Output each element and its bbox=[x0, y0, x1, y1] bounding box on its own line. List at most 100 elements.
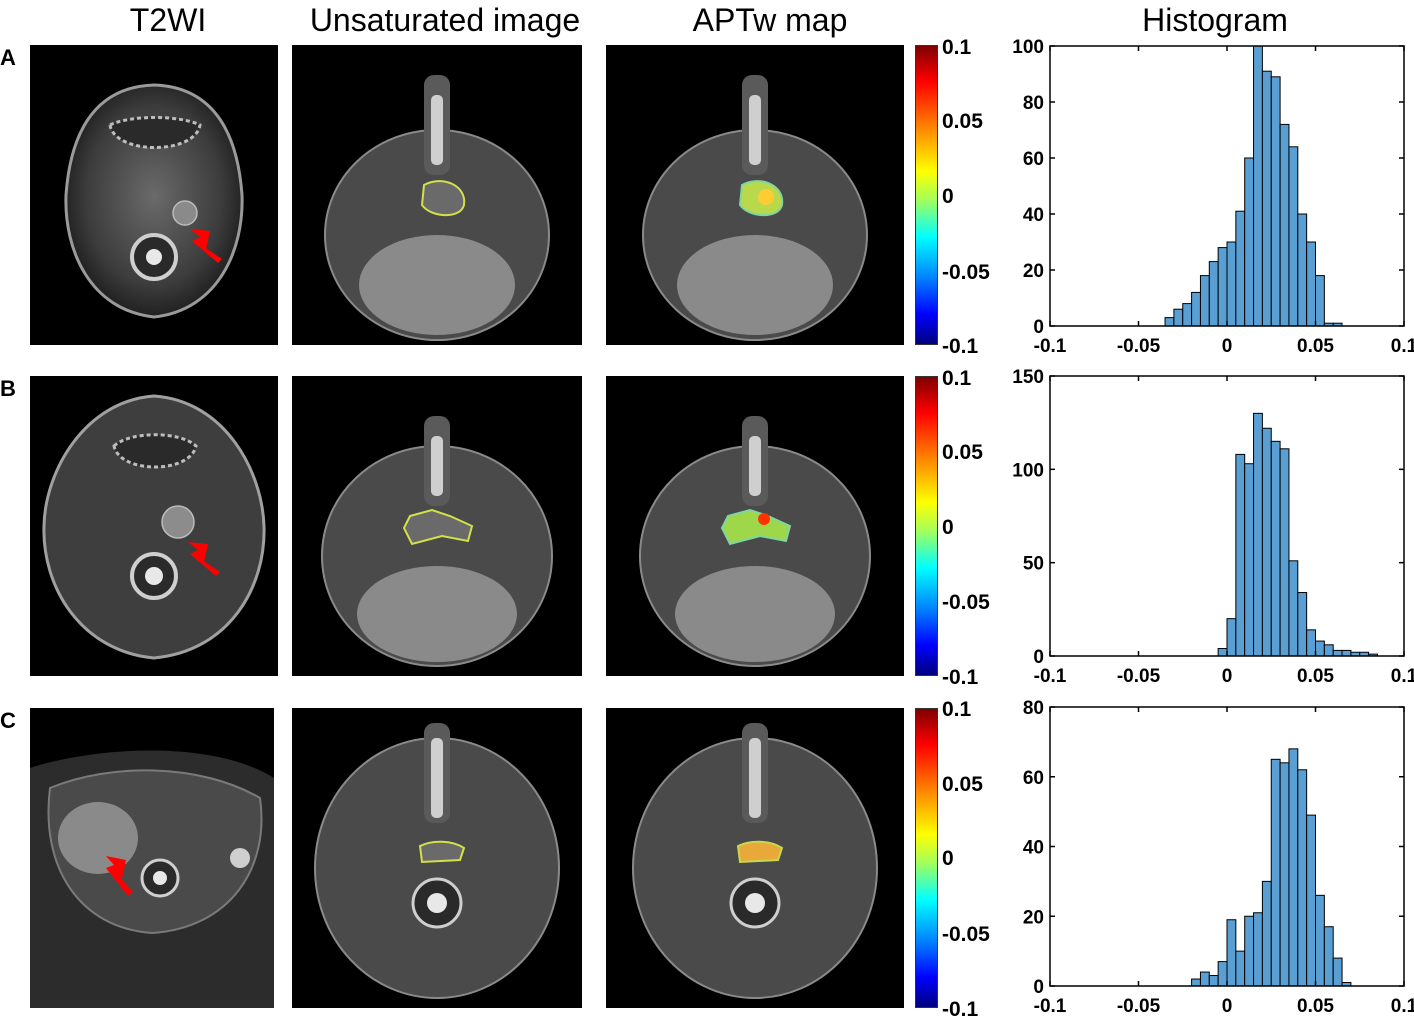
histogram-bar bbox=[1297, 213, 1308, 327]
histogram-bar bbox=[1315, 640, 1325, 657]
y-tick-label: 20 bbox=[1023, 907, 1044, 928]
y-tick-label: 60 bbox=[1023, 149, 1044, 170]
colorbar-c bbox=[915, 708, 938, 1008]
histogram-bar bbox=[1323, 926, 1334, 987]
t2wi-image-c bbox=[30, 708, 274, 1008]
unsaturated-image-b bbox=[292, 376, 582, 676]
x-tick-label: 0.1 bbox=[1391, 336, 1414, 357]
aptw-map-b bbox=[606, 376, 904, 676]
histogram-bar bbox=[1244, 157, 1255, 327]
histogram-bar bbox=[1191, 291, 1201, 327]
t2wi-image-a bbox=[30, 45, 278, 345]
histogram-bar bbox=[1288, 146, 1299, 327]
row-label-c: C bbox=[0, 708, 16, 733]
t2wi-image-b bbox=[30, 376, 278, 676]
y-tick-label: 0 bbox=[1033, 647, 1044, 668]
colorbar-tick: 0.1 bbox=[942, 36, 972, 59]
y-tick-label: 100 bbox=[1012, 460, 1044, 481]
histogram-bar bbox=[1226, 241, 1237, 327]
aptw-map-a bbox=[606, 45, 904, 345]
aptw-map-c bbox=[606, 708, 904, 1008]
histogram-bar bbox=[1306, 814, 1316, 987]
colorbar-tick: 0 bbox=[942, 516, 954, 539]
unsaturated-image-a bbox=[292, 45, 582, 345]
colorbar-tick: 0 bbox=[942, 185, 954, 208]
colorbar-tick: -0.05 bbox=[942, 591, 990, 614]
y-tick-label: 100 bbox=[1012, 37, 1044, 58]
colorbar-tick: -0.1 bbox=[942, 666, 979, 689]
histogram-bar bbox=[1253, 912, 1263, 987]
histogram-bar bbox=[1332, 957, 1343, 987]
histogram-bar bbox=[1270, 76, 1281, 327]
x-tick-label: 0.05 bbox=[1297, 336, 1334, 357]
column-title-aptw: APTw map bbox=[692, 2, 848, 38]
red-arrow-icon bbox=[188, 542, 220, 576]
y-tick-label: 50 bbox=[1023, 554, 1044, 575]
histogram-bar bbox=[1235, 453, 1246, 657]
histogram-bar bbox=[1253, 412, 1263, 657]
histogram-bar bbox=[1261, 880, 1272, 987]
y-tick-label: 40 bbox=[1023, 838, 1044, 859]
column-title-histogram: Histogram bbox=[1142, 2, 1288, 38]
colorbar-b bbox=[915, 376, 938, 676]
colorbar-tick: -0.1 bbox=[942, 335, 979, 358]
x-tick-label: 0 bbox=[1222, 666, 1233, 687]
histogram-bar bbox=[1191, 978, 1201, 987]
histogram-bar bbox=[1217, 648, 1228, 657]
histogram-bar bbox=[1297, 592, 1308, 657]
histogram-bar bbox=[1199, 275, 1210, 327]
histogram-bar bbox=[1217, 247, 1228, 327]
column-title-t2wi: T2WI bbox=[129, 2, 207, 38]
histogram-bar bbox=[1217, 961, 1228, 987]
column-title-unsaturated: Unsaturated image bbox=[309, 2, 581, 38]
red-arrow-icon bbox=[190, 229, 222, 263]
histogram-bar bbox=[1315, 894, 1325, 987]
histogram-bar bbox=[1199, 971, 1210, 987]
y-tick-label: 80 bbox=[1023, 93, 1044, 114]
axes-frame bbox=[1049, 375, 1405, 657]
histogram-bar bbox=[1235, 210, 1246, 327]
x-tick-label: -0.1 bbox=[1034, 996, 1067, 1017]
histogram-bar bbox=[1270, 440, 1281, 657]
colorbar-tick: -0.05 bbox=[942, 923, 990, 946]
x-tick-label: -0.1 bbox=[1034, 666, 1067, 687]
histogram-c: -0.1 -0.05 0 0.05 0.1 0 20 40 60 80 bbox=[1023, 698, 1414, 1017]
y-tick-label: 150 bbox=[1012, 367, 1044, 388]
x-tick-label: -0.05 bbox=[1117, 666, 1161, 687]
histogram-bar bbox=[1182, 303, 1193, 327]
histogram-bar bbox=[1306, 241, 1316, 327]
histogram-bar bbox=[1341, 649, 1352, 657]
histogram-bar bbox=[1332, 649, 1343, 657]
row-label-b: B bbox=[0, 376, 16, 401]
histogram-bar bbox=[1244, 915, 1255, 987]
colorbar-tick: 0.05 bbox=[942, 773, 983, 796]
x-tick-label: -0.05 bbox=[1117, 336, 1161, 357]
y-tick-label: 40 bbox=[1023, 205, 1044, 226]
colorbar-tick: 0.05 bbox=[942, 441, 983, 464]
y-tick-label: 20 bbox=[1023, 261, 1044, 282]
y-tick-label: 60 bbox=[1023, 768, 1044, 789]
x-tick-label: 0 bbox=[1222, 996, 1233, 1017]
histogram-bar bbox=[1315, 275, 1325, 327]
histogram-bar bbox=[1279, 762, 1290, 987]
histogram-b: -0.1 -0.05 0 0.05 0.1 0 50 100 150 bbox=[1012, 367, 1414, 687]
red-arrow-icon bbox=[106, 856, 133, 896]
histogram-bar bbox=[1208, 975, 1219, 987]
colorbar-a bbox=[915, 45, 938, 345]
colorbar-tick: 0.05 bbox=[942, 110, 983, 133]
colorbar-tick: -0.05 bbox=[942, 261, 990, 284]
histogram-bar bbox=[1253, 45, 1263, 327]
histogram-bar bbox=[1261, 70, 1272, 327]
histogram-bar bbox=[1173, 308, 1184, 327]
colorbar-tick: 0.1 bbox=[942, 698, 972, 721]
histogram-bar bbox=[1323, 644, 1334, 657]
row-label-a: A bbox=[0, 45, 16, 70]
colorbar-tick: 0.1 bbox=[942, 367, 972, 390]
y-tick-label: 80 bbox=[1023, 698, 1044, 719]
histogram-bar bbox=[1288, 560, 1299, 657]
histogram-bar bbox=[1297, 769, 1308, 987]
histogram-bar bbox=[1226, 919, 1237, 987]
histogram-a: -0.1 -0.05 0 0.05 0.1 0 20 40 60 80 100 bbox=[1012, 37, 1414, 357]
histogram-bar bbox=[1261, 427, 1272, 657]
x-tick-label: -0.1 bbox=[1034, 336, 1067, 357]
